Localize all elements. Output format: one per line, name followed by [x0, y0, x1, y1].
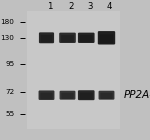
FancyBboxPatch shape [99, 91, 114, 100]
FancyBboxPatch shape [39, 90, 54, 100]
FancyBboxPatch shape [80, 35, 93, 42]
FancyBboxPatch shape [100, 93, 113, 99]
FancyBboxPatch shape [41, 35, 52, 42]
FancyBboxPatch shape [39, 32, 54, 43]
FancyBboxPatch shape [100, 34, 113, 44]
FancyBboxPatch shape [60, 91, 75, 100]
FancyBboxPatch shape [40, 93, 53, 99]
FancyBboxPatch shape [80, 93, 93, 99]
FancyBboxPatch shape [59, 33, 76, 43]
FancyBboxPatch shape [78, 90, 94, 100]
FancyBboxPatch shape [61, 35, 74, 42]
Text: 95: 95 [5, 61, 14, 67]
Text: 55: 55 [5, 111, 14, 117]
Text: 72: 72 [5, 89, 14, 95]
Text: 3: 3 [87, 2, 93, 11]
Text: 2: 2 [69, 2, 74, 11]
FancyBboxPatch shape [27, 11, 120, 129]
Text: 130: 130 [0, 35, 14, 41]
Text: 180: 180 [0, 19, 14, 25]
Text: PP2A-Aβ: PP2A-Aβ [124, 90, 150, 100]
Text: 1: 1 [48, 2, 53, 11]
FancyBboxPatch shape [78, 33, 94, 43]
Text: 4: 4 [107, 2, 112, 11]
FancyBboxPatch shape [98, 31, 115, 45]
FancyBboxPatch shape [61, 93, 74, 99]
